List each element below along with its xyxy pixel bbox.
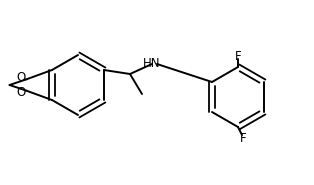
Text: O: O [16,86,26,99]
Text: F: F [240,132,246,144]
Text: F: F [235,50,241,63]
Text: HN: HN [143,56,161,70]
Text: O: O [16,71,26,84]
